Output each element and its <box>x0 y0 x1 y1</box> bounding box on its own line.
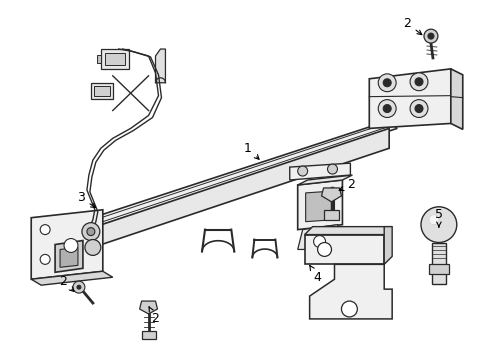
Polygon shape <box>31 210 103 279</box>
Circle shape <box>410 73 428 91</box>
Polygon shape <box>97 55 101 63</box>
Polygon shape <box>305 227 392 235</box>
Polygon shape <box>298 180 343 230</box>
Polygon shape <box>321 188 342 202</box>
Polygon shape <box>369 69 451 129</box>
Text: 2: 2 <box>403 17 422 35</box>
Text: 5: 5 <box>435 208 443 227</box>
Circle shape <box>82 223 100 240</box>
Circle shape <box>87 228 95 235</box>
Circle shape <box>410 100 428 117</box>
Polygon shape <box>432 243 446 284</box>
Polygon shape <box>306 191 335 222</box>
Text: 2: 2 <box>339 179 355 192</box>
Circle shape <box>383 105 391 113</box>
Circle shape <box>428 33 434 39</box>
Polygon shape <box>140 301 157 314</box>
Text: 1: 1 <box>244 142 259 159</box>
Polygon shape <box>101 49 129 69</box>
Circle shape <box>77 285 81 289</box>
Polygon shape <box>298 225 343 249</box>
Polygon shape <box>31 271 113 285</box>
Polygon shape <box>63 129 389 257</box>
Polygon shape <box>384 227 392 264</box>
Circle shape <box>421 207 457 243</box>
Circle shape <box>378 100 396 117</box>
Polygon shape <box>298 175 352 185</box>
Circle shape <box>424 29 438 43</box>
Polygon shape <box>310 264 392 319</box>
Text: 2: 2 <box>149 307 159 325</box>
Circle shape <box>378 74 396 92</box>
Polygon shape <box>91 83 113 99</box>
Polygon shape <box>305 235 384 264</box>
Circle shape <box>40 255 50 264</box>
Circle shape <box>40 225 50 235</box>
Polygon shape <box>155 49 166 83</box>
Polygon shape <box>56 121 397 238</box>
Polygon shape <box>55 240 83 272</box>
Circle shape <box>64 239 78 252</box>
Circle shape <box>415 78 423 86</box>
Circle shape <box>342 301 357 317</box>
Text: 3: 3 <box>77 192 96 208</box>
Text: 2: 2 <box>59 275 74 291</box>
Polygon shape <box>451 69 463 129</box>
Polygon shape <box>56 230 63 257</box>
Polygon shape <box>323 210 340 220</box>
Circle shape <box>383 79 391 87</box>
Circle shape <box>318 243 332 256</box>
Polygon shape <box>105 53 124 65</box>
Circle shape <box>85 239 101 255</box>
Circle shape <box>298 166 308 176</box>
Polygon shape <box>94 86 110 96</box>
Polygon shape <box>290 163 350 180</box>
Circle shape <box>73 281 85 293</box>
Text: 4: 4 <box>310 265 321 284</box>
Polygon shape <box>429 264 449 274</box>
Circle shape <box>415 105 423 113</box>
Polygon shape <box>60 247 78 267</box>
Circle shape <box>327 164 338 174</box>
Circle shape <box>429 215 439 225</box>
Polygon shape <box>142 331 155 339</box>
Circle shape <box>314 235 325 247</box>
